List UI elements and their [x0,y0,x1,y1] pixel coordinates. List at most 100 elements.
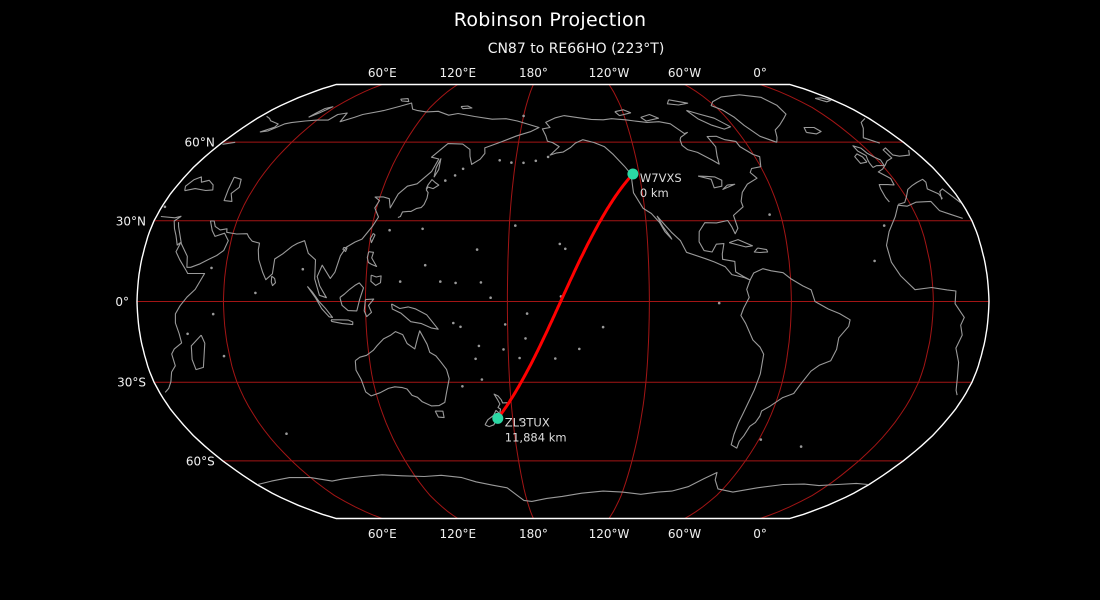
island-dot [398,280,402,283]
page-title: Robinson Projection [453,9,647,31]
meridian-line [684,84,792,519]
coastline [270,275,277,287]
island-dot [475,248,479,251]
coastline [814,97,832,103]
longitude-tick-label-bottom: 120°W [589,527,630,541]
coastline [852,145,885,168]
coastline [686,109,732,130]
coastline [257,471,869,502]
meridian-line [608,84,650,519]
coastline [728,239,753,248]
coastline [177,102,880,299]
latitude-tick-label: 60°N [185,136,215,150]
coastline [354,330,450,407]
island-dot [514,224,517,227]
meridian-line [506,84,534,519]
island-dot [558,242,562,246]
latitude-tick-label: 30°N [116,214,146,228]
island-dot [759,438,763,441]
island-dot [480,378,484,381]
island-dot [211,312,215,316]
coastline [366,251,378,268]
coastline [753,247,769,254]
island-dot [489,296,492,300]
island-dot [285,432,288,436]
island-dot [518,356,521,360]
map-boundary [136,83,990,520]
coastline [460,105,473,110]
island-dot [477,344,481,348]
coastline [223,176,242,202]
coastline [434,410,445,419]
tick-label-layer: 60°E 60°E 120°E 120°E 180° 180° 120°W 120°W 60°W… [115,66,767,541]
island-dot [301,267,305,271]
graticule-layer [137,84,989,519]
island-dot [534,159,538,163]
coastline [433,158,442,178]
island-layer [163,114,886,448]
route-layer [496,172,635,420]
longitude-tick-label-top: 180° [519,66,548,80]
station-distance-label: 11,884 km [505,430,567,444]
latitude-tick-label: 60°S [186,454,215,468]
island-dot [459,325,462,329]
coastline [390,303,439,330]
great-circle-path [496,172,635,420]
island-dot [564,247,567,251]
island-dot [461,167,465,171]
island-dot [601,325,605,329]
coastline [898,178,962,205]
coastline [160,200,965,396]
coastline [640,113,660,122]
coastline [666,99,689,106]
coastline [541,115,762,281]
island-dot [502,348,505,351]
coastline [614,109,632,117]
island-dot [578,347,581,351]
island-dot [388,228,391,232]
latitude-tick-label: 0° [115,295,129,309]
coastline [722,183,736,190]
longitude-tick-label-top: 120°W [589,66,630,80]
island-dot [444,179,447,182]
station-distance-label: 0 km [640,186,669,200]
island-dot [474,357,477,361]
island-dot [717,301,721,305]
longitude-tick-label-top: 60°E [368,66,397,80]
island-dot [452,321,455,325]
longitude-tick-label-bottom: 0° [753,527,767,541]
station-callsign-label: ZL3TUX [505,415,550,429]
longitude-tick-label-bottom: 120°E [440,527,477,541]
island-dot [254,291,257,295]
coastline [697,175,723,189]
coastline [854,153,868,164]
coastline [363,298,375,318]
island-dot [439,280,442,283]
meridian-line [759,84,934,519]
longitude-tick-label-bottom: 180° [519,527,548,541]
island-dot [524,337,527,340]
island-dot [163,205,167,209]
coastline [369,233,376,244]
island-dot [522,114,525,118]
coastline [400,98,410,103]
coastline [339,282,365,312]
station-marker [492,412,504,424]
latitude-tick-label: 30°S [117,376,146,390]
island-dot [519,418,522,422]
station-marker [627,168,639,180]
subtitle: CN87 to RE66HO (223°T) [487,41,665,57]
longitude-tick-label-top: 0° [753,66,767,80]
island-dot [799,445,803,448]
island-dot [186,332,189,336]
coastline [730,268,851,449]
island-dot [768,213,771,216]
coastline [342,246,348,253]
meridian-line [222,84,383,519]
island-dot [479,281,483,284]
longitude-tick-label-bottom: 60°E [368,527,397,541]
longitude-tick-label-top: 60°W [668,66,701,80]
coastline [306,286,334,318]
